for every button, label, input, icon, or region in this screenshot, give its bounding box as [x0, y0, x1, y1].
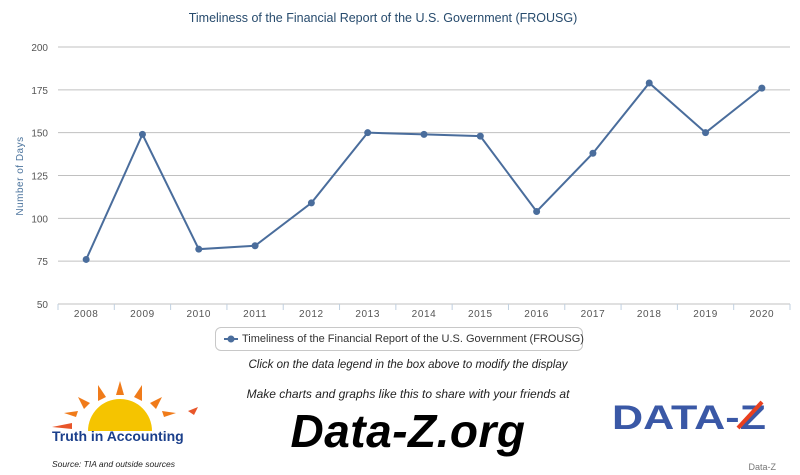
x-tick-label: 2017	[581, 309, 606, 320]
x-tick-label: 2012	[299, 309, 324, 320]
series-line	[85, 81, 763, 260]
data-point	[364, 129, 372, 137]
legend-hint: Click on the data legend in the box abov…	[248, 359, 568, 371]
y-tick-label: 100	[31, 214, 48, 225]
tia-label: Truth in Accounting	[52, 428, 184, 444]
y-tick-label: 125	[31, 172, 48, 183]
x-tick-label: 2008	[74, 309, 99, 320]
x-tick-label: 2016	[524, 309, 549, 320]
source-note: Source: TIA and outside sources	[52, 459, 176, 469]
x-tick-label: 2019	[693, 309, 718, 320]
series-layer	[82, 79, 766, 263]
y-axis-label: Number of Days	[15, 136, 26, 215]
x-tick-label: 2015	[468, 309, 493, 320]
grid	[58, 46, 790, 305]
line-chart: Timeliness of the Financial Report of th…	[15, 11, 791, 320]
x-tick-label: 2011	[243, 309, 267, 320]
y-tick-label: 175	[31, 86, 48, 97]
x-tick-label: 2010	[186, 309, 211, 320]
y-tick-label: 50	[37, 300, 49, 311]
x-tick-label: 2014	[412, 309, 437, 320]
y-axis-ticks: 50 75 100 125 150 175 200	[31, 43, 48, 311]
watermark: Data-Z	[748, 462, 776, 472]
y-tick-label: 150	[31, 129, 48, 140]
chart-title: Timeliness of the Financial Report of th…	[189, 11, 578, 25]
legend-label: Timeliness of the Financial Report of th…	[242, 333, 584, 345]
data-point	[82, 255, 90, 263]
data-point	[195, 245, 203, 253]
y-tick-label: 200	[31, 43, 48, 54]
data-point	[645, 79, 653, 87]
data-point	[307, 199, 315, 207]
data-point	[138, 130, 146, 138]
legend-box[interactable]: Timeliness of the Financial Report of th…	[215, 327, 584, 351]
data-point	[533, 207, 541, 215]
data-point	[420, 130, 428, 138]
data-point	[758, 84, 766, 92]
data-point	[702, 129, 710, 137]
svg-text:DATA-Z: DATA-Z	[612, 399, 766, 434]
data-point	[476, 132, 484, 140]
x-tick-label: 2018	[637, 309, 662, 320]
data-z-logo-icon: DATA-Z	[612, 399, 766, 434]
y-tick-label: 75	[37, 257, 49, 268]
x-tick-label: 2009	[130, 309, 155, 320]
x-axis-ticks: 2008 2009 2010 2011 2012 2013 2014 2015 2016 2017…	[57, 304, 791, 320]
data-point	[589, 149, 597, 157]
share-text: Make charts and graphs like this to shar…	[246, 387, 570, 401]
x-tick-label: 2013	[355, 309, 380, 320]
data-point	[251, 242, 259, 250]
x-tick-label: 2020	[750, 309, 775, 320]
legend-marker-icon	[224, 335, 238, 343]
brand-link[interactable]: Data-Z.org	[290, 405, 526, 457]
tia-sun-logo-icon	[52, 381, 198, 431]
